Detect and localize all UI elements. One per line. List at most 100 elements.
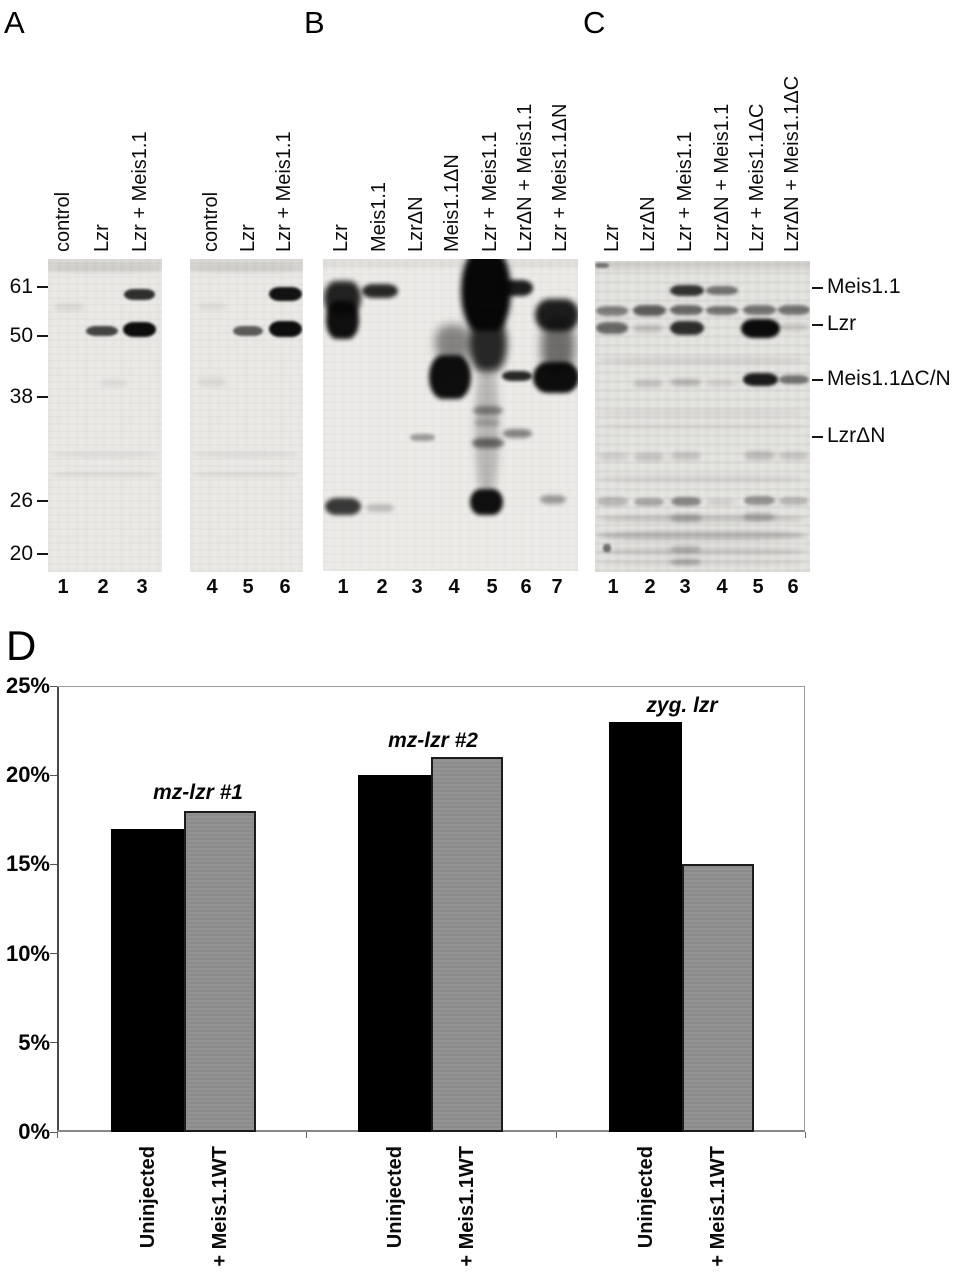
- protein-band: [603, 544, 611, 552]
- lane-label: LzrΔN: [405, 196, 427, 252]
- protein-band: [706, 306, 738, 315]
- bar-meis11wt-1: [184, 810, 256, 1132]
- lane-label: Meis1.1ΔN: [441, 154, 463, 252]
- protein-band: [670, 514, 702, 522]
- bar-x-label: + Meis1.1WT: [209, 1146, 231, 1267]
- protein-band: [123, 322, 156, 337]
- protein-band: [51, 472, 159, 477]
- protein-band: [366, 504, 394, 512]
- lane-label: Lzr: [237, 224, 259, 252]
- lane-label: LzrΔN + Meis1.1: [711, 103, 733, 252]
- lane-label: Lzr + Meis1.1: [674, 131, 696, 252]
- protein-band: [706, 380, 735, 386]
- mw-marker-label: 50: [9, 324, 33, 347]
- protein-band: [470, 489, 503, 515]
- band-annotation-tick: [812, 287, 823, 289]
- protein-band: [597, 531, 806, 540]
- protein-band: [597, 476, 805, 482]
- panel-a-letter: A: [4, 5, 25, 40]
- protein-band: [596, 306, 628, 316]
- panel-c-letter: C: [583, 5, 606, 40]
- lane-number: 4: [206, 576, 218, 598]
- plot-right-border: [804, 686, 805, 1132]
- protein-band: [475, 364, 499, 494]
- protein-band: [410, 434, 435, 441]
- protein-band: [744, 496, 775, 505]
- y-axis-tick: [50, 1131, 57, 1133]
- lane-label: LzrΔN: [637, 196, 659, 252]
- protein-band: [779, 497, 808, 505]
- protein-band: [503, 429, 532, 438]
- protein-band: [100, 379, 128, 387]
- y-axis-tick-label: 10%: [5, 940, 50, 966]
- lane-label: LzrΔN + Meis1.1: [514, 103, 536, 252]
- protein-band: [634, 453, 664, 461]
- group-label: mz-lzr #2: [388, 729, 478, 752]
- protein-band: [48, 264, 162, 272]
- protein-band: [325, 498, 361, 515]
- protein-band: [779, 375, 809, 384]
- group-label: zyg. lzr: [646, 694, 718, 717]
- lane-label: Lzr + Meis1.1: [129, 131, 151, 252]
- protein-band: [269, 321, 302, 337]
- protein-band: [743, 513, 775, 521]
- protein-band: [193, 472, 299, 477]
- lane-label: Lzr: [601, 224, 623, 252]
- protein-band: [51, 452, 159, 457]
- protein-band: [743, 305, 776, 315]
- group-label: mz-lzr #1: [153, 781, 243, 804]
- y-axis-tick-label: 5%: [18, 1029, 50, 1055]
- bar-x-label: Uninjected: [383, 1146, 406, 1249]
- lane-label: control: [52, 191, 74, 252]
- plot-top-border: [57, 686, 805, 687]
- protein-band: [54, 303, 84, 311]
- protein-band: [633, 325, 663, 332]
- lane-number: 6: [520, 576, 532, 598]
- bar-uninjected-2: [358, 775, 431, 1132]
- x-axis-tick: [805, 1132, 806, 1138]
- protein-band: [597, 548, 806, 555]
- y-axis-tick: [50, 774, 57, 776]
- protein-band: [86, 326, 118, 336]
- lane-label: control: [200, 191, 222, 252]
- protein-band: [597, 410, 807, 416]
- y-axis-tick-label: 25%: [5, 673, 50, 698]
- protein-band: [596, 322, 628, 334]
- protein-band: [502, 371, 532, 381]
- protein-band: [597, 515, 805, 522]
- protein-band: [190, 264, 303, 272]
- protein-band: [469, 317, 507, 371]
- y-axis-tick-label: 15%: [5, 851, 50, 877]
- lane-label: Lzr + Meis1.1ΔN: [549, 103, 571, 252]
- x-axis-tick: [306, 1132, 308, 1138]
- lane-label: Lzr + Meis1.1: [273, 131, 295, 252]
- protein-band: [198, 377, 226, 387]
- protein-band: [598, 453, 628, 460]
- protein-band: [362, 284, 398, 298]
- protein-band: [633, 305, 666, 316]
- protein-band: [707, 499, 735, 505]
- protein-band: [193, 452, 299, 457]
- bar-chart-plot-area: [57, 686, 805, 1132]
- lane-number: 1: [57, 576, 69, 598]
- lane-number: 5: [242, 576, 254, 598]
- protein-band: [779, 323, 808, 331]
- x-axis-tick: [555, 1132, 557, 1138]
- lane-number: 2: [376, 576, 388, 598]
- lane-number: 1: [337, 576, 349, 598]
- y-axis-tick-label: 20%: [5, 762, 50, 788]
- protein-band: [198, 303, 226, 310]
- mw-marker-label: 61: [9, 275, 33, 298]
- mw-marker-tick: [37, 500, 48, 502]
- lane-number: 6: [279, 576, 291, 598]
- protein-band: [633, 380, 663, 387]
- y-axis-tick: [50, 1042, 57, 1044]
- protein-band: [744, 451, 775, 460]
- lane-number: 4: [716, 576, 728, 598]
- protein-band: [474, 419, 500, 426]
- lane-label: Lzr: [330, 224, 352, 252]
- band-annotation-label: Meis1.1ΔC/N: [827, 367, 951, 390]
- bar-x-label: + Meis1.1WT: [707, 1146, 729, 1267]
- lane-label: Lzr + Meis1.1ΔC: [746, 103, 768, 252]
- lane-label: LzrΔN + Meis1.1ΔC: [781, 75, 803, 252]
